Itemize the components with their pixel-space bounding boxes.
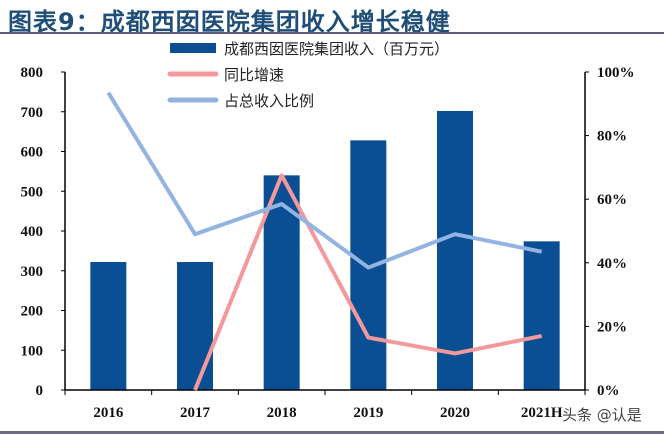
bottom-divider (0, 431, 664, 434)
legend-label: 占总收入比例 (224, 92, 314, 110)
bar-2020 (437, 110, 473, 390)
right-tick-label: 40% (597, 256, 627, 272)
left-tick-label: 600 (21, 145, 44, 161)
x-tick-label: 2020 (440, 405, 470, 421)
left-tick-label: 500 (21, 184, 44, 200)
x-tick-label: 2021H (521, 405, 563, 421)
x-tick-label: 2017 (180, 405, 211, 421)
right-tick-label: 100% (597, 65, 635, 81)
left-tick-label: 700 (21, 105, 44, 121)
right-tick-label: 80% (597, 129, 627, 145)
left-tick-label: 800 (21, 65, 44, 81)
bar-2016 (90, 262, 127, 390)
bar-2017 (177, 262, 213, 390)
bar-2021H (523, 241, 560, 390)
right-tick-label: 60% (597, 192, 627, 208)
right-tick-label: 0% (597, 383, 620, 399)
right-tick-label: 20% (597, 319, 627, 335)
x-tick-label: 2018 (267, 405, 297, 421)
legend-label: 成都西囡医院集团收入（百万元） (224, 40, 449, 58)
watermark: 头条 @认是 (562, 406, 642, 424)
left-tick-label: 0 (36, 383, 44, 399)
legend-swatch-bar (170, 43, 216, 53)
legend-label: 同比增速 (224, 66, 284, 84)
line-series-1 (193, 173, 543, 391)
x-tick-label: 2019 (353, 405, 383, 421)
left-tick-label: 100 (21, 343, 44, 359)
chart-title: 图表9：成都西囡医院集团收入增长稳健 (8, 8, 451, 36)
left-tick-label: 200 (21, 304, 44, 320)
x-tick-label: 2016 (93, 405, 124, 421)
left-tick-label: 400 (21, 224, 44, 240)
left-tick-label: 300 (21, 264, 44, 280)
title-divider (0, 32, 664, 34)
line-series-2 (106, 91, 543, 270)
